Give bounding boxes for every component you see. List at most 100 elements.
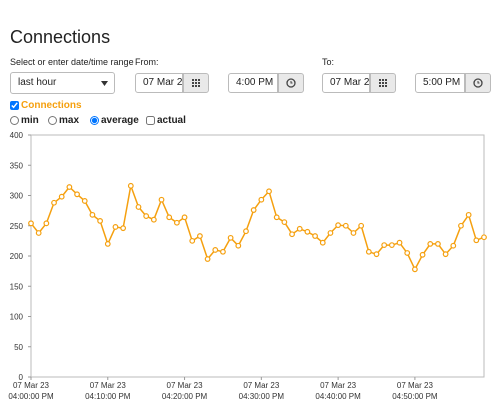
mode-label: max — [59, 115, 80, 126]
data-point — [66, 184, 73, 190]
select-arrow — [101, 81, 108, 86]
clock-icon — [286, 78, 296, 88]
data-point — [266, 188, 272, 195]
to-time[interactable]: 5:00 PM — [415, 73, 465, 93]
mode-radio[interactable] — [48, 116, 57, 125]
x-tick-label: 04:00:00 PM — [8, 392, 54, 401]
x-tick-label: 04:10:00 PM — [85, 392, 131, 401]
y-tick-label: 200 — [10, 252, 24, 261]
data-point — [204, 256, 211, 262]
data-point — [35, 230, 42, 236]
series-line — [30, 182, 485, 271]
data-point — [319, 239, 326, 246]
data-point — [89, 211, 96, 218]
data-point — [381, 242, 388, 249]
calendar-icon — [379, 79, 387, 87]
data-point — [419, 251, 426, 258]
to-label: To: — [322, 57, 335, 67]
data-point — [335, 222, 342, 229]
data-point — [304, 228, 311, 235]
from-date[interactable]: 07 Mar 2 — [135, 73, 183, 93]
mode-radio[interactable] — [90, 116, 99, 125]
data-point — [258, 196, 265, 203]
data-point — [250, 207, 257, 213]
data-point — [173, 219, 180, 226]
data-point — [481, 234, 487, 241]
data-point — [235, 242, 242, 249]
data-point — [342, 222, 349, 229]
data-point — [143, 213, 150, 219]
data-point — [358, 222, 365, 229]
to-calendar-button[interactable] — [370, 73, 396, 93]
mode-label: min — [21, 115, 39, 126]
data-point — [212, 247, 219, 253]
series-checkbox[interactable] — [10, 101, 19, 110]
data-point — [296, 225, 303, 232]
x-tick-label: 07 Mar 23 — [13, 381, 50, 390]
data-point — [435, 240, 441, 247]
clock-icon — [473, 78, 483, 88]
actual-label: actual — [157, 115, 186, 126]
data-point — [396, 239, 403, 246]
data-point — [51, 199, 57, 206]
actual-toggle[interactable]: actual — [146, 115, 186, 126]
data-point — [458, 222, 464, 229]
data-point — [189, 237, 196, 244]
x-tick-label: 04:30:00 PM — [239, 392, 285, 401]
data-point — [289, 231, 295, 238]
mode-option[interactable]: max — [48, 115, 79, 126]
data-point — [135, 204, 142, 210]
data-point — [43, 220, 50, 227]
data-point — [411, 266, 418, 273]
y-tick-label: 400 — [10, 131, 24, 140]
mode-option[interactable]: average — [90, 115, 139, 126]
series-toggle-label: Connections — [21, 100, 82, 111]
data-point — [158, 196, 165, 203]
y-tick-label: 350 — [10, 161, 24, 170]
data-point — [243, 228, 249, 235]
data-point — [74, 191, 80, 198]
x-tick-label: 04:50:00 PM — [392, 392, 438, 401]
to-clock-button[interactable] — [465, 73, 491, 93]
data-point — [220, 248, 226, 255]
from-calendar-button[interactable] — [183, 73, 209, 93]
data-point — [273, 214, 280, 221]
actual-checkbox[interactable] — [146, 116, 155, 125]
data-point — [104, 240, 111, 247]
x-tick-label: 04:20:00 PM — [162, 392, 208, 401]
range-select-text: last hour — [18, 77, 57, 88]
data-point — [350, 230, 357, 236]
data-point — [97, 218, 104, 224]
x-tick-label: 07 Mar 23 — [397, 381, 434, 390]
from-clock-button[interactable] — [278, 73, 304, 93]
mode-option[interactable]: min — [10, 115, 39, 126]
series-toggle[interactable]: Connections — [10, 100, 82, 111]
data-point — [442, 251, 449, 258]
data-point — [473, 237, 480, 244]
data-point — [127, 182, 134, 189]
data-point — [166, 214, 173, 221]
x-tick-label: 04:40:00 PM — [315, 392, 361, 401]
y-tick-label: 0 — [19, 373, 24, 382]
from-label: From: — [135, 57, 159, 67]
mode-label: average — [101, 115, 139, 126]
data-point — [327, 230, 334, 236]
x-tick-label: 07 Mar 23 — [320, 381, 357, 390]
data-point — [427, 240, 434, 247]
data-point — [365, 248, 372, 255]
data-point — [227, 234, 234, 241]
data-point — [465, 211, 472, 218]
x-tick-label: 07 Mar 23 — [167, 381, 204, 390]
data-point — [373, 251, 380, 258]
range-select[interactable]: last hour — [10, 72, 115, 94]
mode-radio[interactable] — [10, 116, 19, 125]
to-date[interactable]: 07 Mar 2 — [322, 73, 370, 93]
data-point — [404, 250, 411, 256]
plot-frame — [30, 134, 485, 378]
from-time[interactable]: 4:00 PM — [228, 73, 278, 93]
data-point — [312, 233, 318, 239]
data-point — [450, 242, 457, 249]
data-point — [28, 220, 34, 227]
